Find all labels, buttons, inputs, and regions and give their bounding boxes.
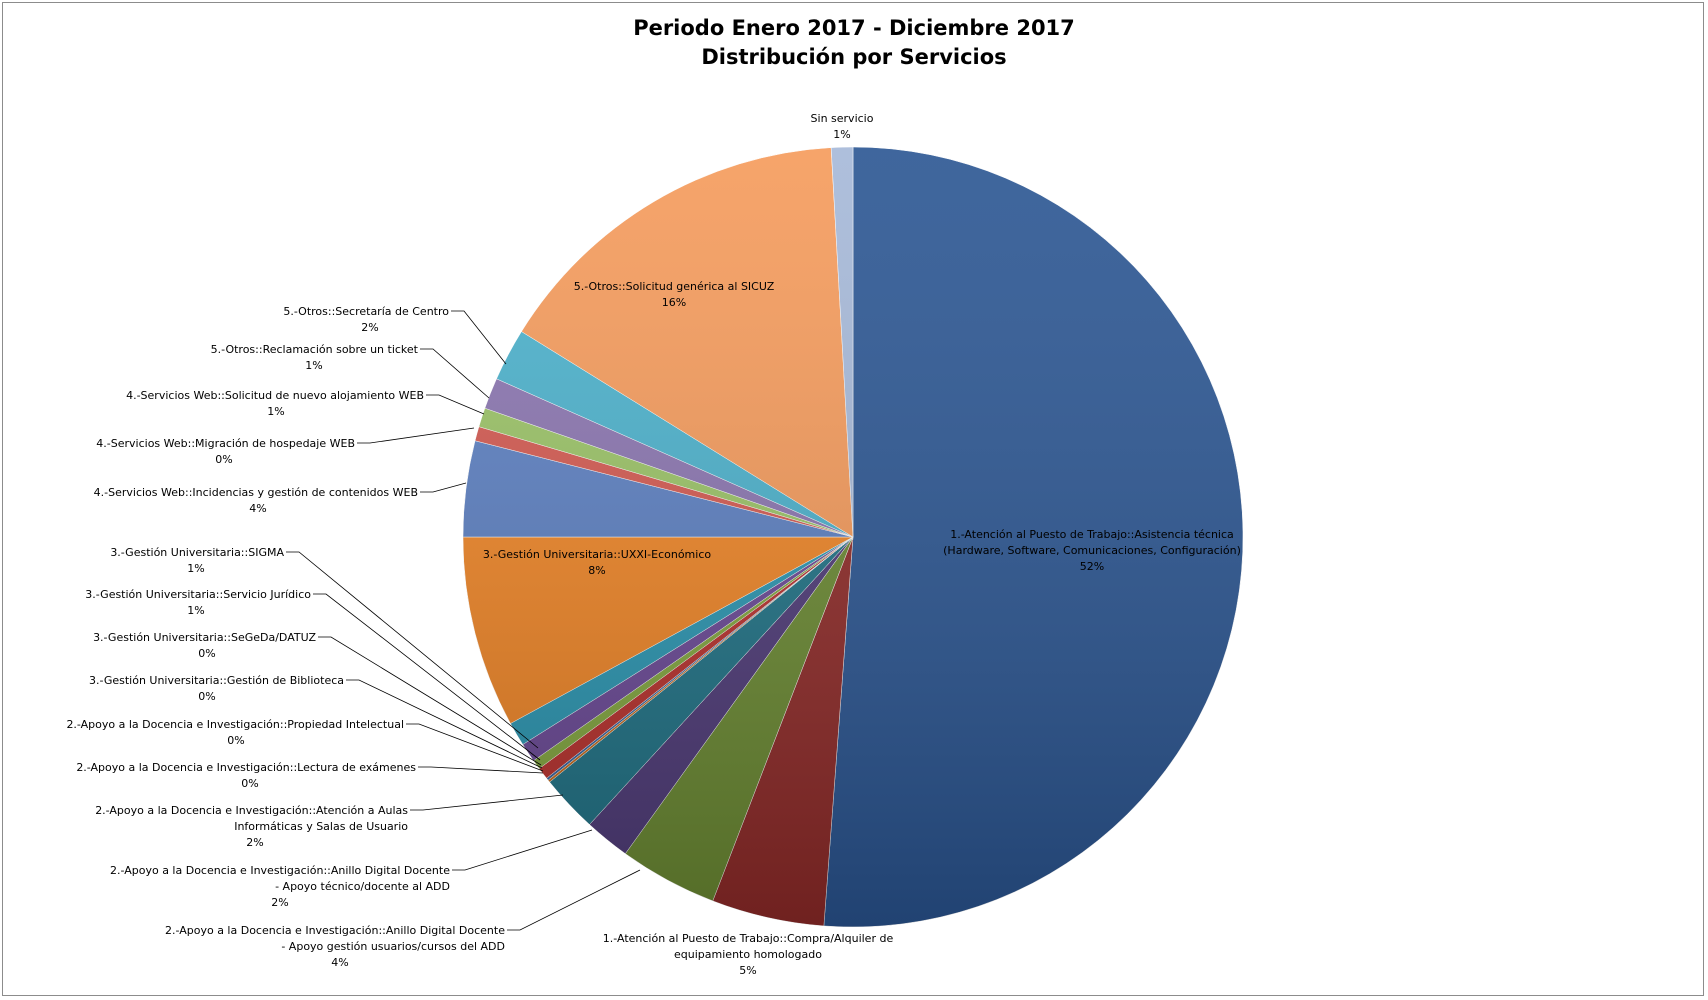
slice-label-line: 3.-Gestión Universitaria::Gestión de Bib…	[89, 674, 344, 687]
slice-percent: 2%	[361, 321, 378, 334]
slice-label-line: 2.-Apoyo a la Docencia e Investigación::…	[76, 761, 416, 774]
slice-label: 2.-Apoyo a la Docencia e Investigación::…	[110, 864, 450, 909]
slice-label: 1.-Atención al Puesto de Trabajo::Compra…	[603, 932, 894, 977]
leader-line	[420, 482, 467, 493]
slice-label: Sin servicio 1%	[811, 112, 874, 141]
slice-percent: 1%	[305, 359, 322, 372]
slice-percent: 0%	[241, 777, 258, 790]
slice-label: 4.-Servicios Web::Incidencias y gestión …	[94, 486, 418, 515]
slice-label-line: 4.-Servicios Web::Incidencias y gestión …	[94, 486, 418, 499]
slice-label-line: 2.-Apoyo a la Docencia e Investigación::…	[95, 804, 408, 817]
slice-label-line: 2.-Apoyo a la Docencia e Investigación::…	[165, 924, 505, 937]
leader-line	[507, 869, 641, 931]
leader-line	[410, 794, 564, 811]
slice-percent: 16%	[662, 296, 686, 309]
slice-labels: 1.-Atención al Puesto de Trabajo::Asiste…	[66, 112, 1240, 977]
slice-percent: 2%	[246, 836, 263, 849]
leader-line	[313, 593, 541, 761]
slice-percent: 0%	[227, 734, 244, 747]
slice-label-line: 5.-Otros::Reclamación sobre un ticket	[211, 343, 419, 356]
slice-label: 2.-Apoyo a la Docencia e Investigación::…	[76, 761, 416, 790]
slice-label-line: - Apoyo gestión usuarios/cursos del ADD	[281, 940, 505, 953]
slice-label-line: 5.-Otros::Secretaría de Centro	[283, 305, 449, 318]
leader-line	[420, 348, 490, 399]
chart-subtitle: Distribución por Servicios	[701, 45, 1006, 69]
slice-percent: 1%	[833, 128, 850, 141]
leader-lines	[286, 310, 641, 931]
slice-label-line: equipamiento homologado	[674, 948, 822, 961]
slice-percent: 4%	[249, 502, 266, 515]
slice-percent: 0%	[215, 453, 232, 466]
slice-label-line: - Apoyo técnico/docente al ADD	[275, 880, 450, 893]
slice-label-line: Informáticas y Salas de Usuario	[234, 820, 408, 833]
slice-label: 2.-Apoyo a la Docencia e Investigación::…	[95, 804, 408, 849]
chart-title: Periodo Enero 2017 - Diciembre 2017	[633, 16, 1075, 40]
slice-label-line: 5.-Otros::Solicitud genérica al SICUZ	[574, 280, 775, 293]
slice-label-line: (Hardware, Software, Comunicaciones, Con…	[943, 544, 1241, 557]
slice-label-line: 2.-Apoyo a la Docencia e Investigación::…	[66, 718, 404, 731]
leader-line	[357, 427, 475, 444]
slice-label: 4.-Servicios Web::Solicitud de nuevo alo…	[126, 389, 424, 418]
slice-label: 1.-Atención al Puesto de Trabajo::Asiste…	[943, 528, 1241, 573]
slice-label-line: Sin servicio	[811, 112, 874, 125]
slice-label: 4.-Servicios Web::Migración de hospedaje…	[96, 437, 355, 466]
slice-label-line: 3.-Gestión Universitaria::UXXI-Económico	[483, 548, 711, 561]
slice-percent: 52%	[1080, 560, 1104, 573]
slice-percent: 8%	[588, 564, 605, 577]
slice-label-line: 3.-Gestión Universitaria::Servicio Juríd…	[85, 588, 311, 601]
slice-label-line: 1.-Atención al Puesto de Trabajo::Asiste…	[950, 528, 1234, 541]
slice-percent: 5%	[739, 964, 756, 977]
slice-label-line: 3.-Gestión Universitaria::SIGMA	[110, 546, 284, 559]
slice-label-line: 1.-Atención al Puesto de Trabajo::Compra…	[603, 932, 894, 945]
slice-label: 2.-Apoyo a la Docencia e Investigación::…	[165, 924, 505, 969]
slice-label-line: 4.-Servicios Web::Solicitud de nuevo alo…	[126, 389, 424, 402]
leader-line	[318, 636, 542, 766]
leader-line	[286, 551, 539, 749]
leader-line	[452, 829, 593, 871]
slice-label: 2.-Apoyo a la Docencia e Investigación::…	[66, 718, 404, 747]
slice-percent: 1%	[187, 604, 204, 617]
slice-percent: 2%	[271, 896, 288, 909]
slice-percent: 0%	[198, 690, 215, 703]
slice-label: 3.-Gestión Universitaria::Servicio Juríd…	[85, 588, 311, 617]
slice-percent: 1%	[187, 562, 204, 575]
slice-percent: 1%	[267, 405, 284, 418]
slice-label: 3.-Gestión Universitaria::Gestión de Bib…	[89, 674, 344, 703]
slice-label-line: 4.-Servicios Web::Migración de hospedaje…	[96, 437, 355, 450]
slice-label-line: 3.-Gestión Universitaria::SeGeDa/DATUZ	[93, 631, 316, 644]
leader-line	[418, 766, 544, 774]
slice-label-line: 2.-Apoyo a la Docencia e Investigación::…	[110, 864, 450, 877]
slice-percent: 0%	[198, 647, 215, 660]
leader-line	[406, 723, 544, 772]
leader-line	[426, 394, 485, 415]
leader-line	[451, 310, 507, 365]
leader-line	[346, 679, 543, 769]
slice-percent: 4%	[331, 956, 348, 969]
slice-label: 3.-Gestión Universitaria::UXXI-Económico…	[483, 548, 711, 577]
